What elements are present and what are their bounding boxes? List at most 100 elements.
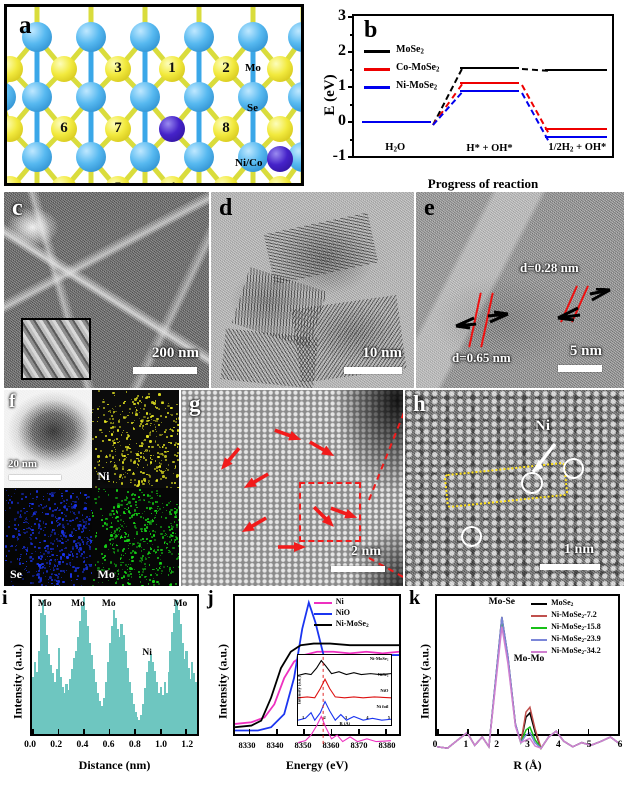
profile-bar	[39, 612, 43, 734]
panel-i-x-tick-label-0: 0.0	[24, 740, 36, 750]
lattice-atom-mo	[22, 22, 52, 52]
profile-bar	[45, 634, 49, 734]
lattice-atom-se	[105, 116, 131, 142]
panel-i-x-tick	[134, 729, 136, 734]
panel-b-level-2-0	[361, 121, 432, 124]
panel-g-arrow-3	[243, 472, 270, 488]
panel-e-scale-bar	[558, 365, 602, 372]
panel-k-x-tick-label-3: 3	[525, 740, 530, 750]
panel-c-label: c	[12, 195, 23, 221]
panel-i-plot-frame: Mo Mo Mo Ni Mo	[30, 594, 199, 736]
panel-b-y-tick	[348, 156, 354, 158]
eds-mo-dots	[91, 488, 179, 586]
panel-i-x-tick-label-1: 0.2	[50, 740, 63, 750]
profile-bar	[171, 631, 174, 734]
lattice-atom-se	[159, 56, 185, 82]
profile-bar	[88, 642, 92, 734]
panel-k-legend-label-3: Ni-MoSe2-23.9	[551, 634, 601, 645]
profile-bar	[163, 681, 166, 734]
panel-j-inset-x-title: R (Å)	[339, 720, 351, 726]
panel-b-legend-label-0: MoSe2	[396, 44, 424, 56]
lattice-atom-se	[159, 176, 185, 183]
panel-i-x-tick-label-6: 1.2	[181, 740, 194, 750]
profile-bar	[71, 669, 74, 734]
lattice-site-1: 1	[168, 60, 176, 76]
d028-arrow-pair	[557, 288, 611, 322]
panel-g-label: g	[189, 391, 201, 416]
eds-se-label: Se	[10, 567, 22, 581]
panel-k-legend-swatch-4	[531, 651, 548, 654]
panel-i-x-tick-label-3: 0.6	[102, 740, 115, 750]
panel-b-y-tick-label: 2	[338, 42, 346, 59]
profile-bar	[161, 695, 165, 734]
profile-bar	[114, 618, 117, 734]
panel-e-label: e	[424, 195, 435, 221]
panel-k-legend-swatch-1	[531, 615, 548, 618]
lattice-atom-se	[51, 56, 77, 82]
profile-bar	[149, 653, 153, 734]
profile-bar	[165, 692, 168, 734]
lattice-bond	[300, 157, 301, 183]
profile-bar	[33, 662, 37, 734]
panel-j-legend-swatch-0	[313, 602, 332, 605]
panel-g-arrow-1	[308, 440, 335, 456]
profile-bar	[81, 605, 84, 734]
panel-e-scale-text: 5 nm	[569, 343, 602, 359]
lattice-site-2: 2	[222, 60, 230, 76]
panel-b-connector-0-1	[521, 68, 548, 72]
panel-h-atomic-stem-image: Ni 1 nm h	[405, 390, 624, 586]
panel-k-annotation-1: Mo-Mo	[513, 653, 545, 664]
panel-b-legend-label-1: Co-MoSe2	[396, 62, 440, 74]
profile-bar	[65, 684, 68, 734]
panel-b-x-label-0: H2O	[385, 142, 406, 154]
panel-c-nanowire-inset	[21, 318, 91, 380]
panel-f-eds-maps: 20 nm f Ni Se Mo	[4, 390, 179, 586]
panel-b-y-axis-title: E (eV)	[322, 74, 339, 116]
eds-mo-label: Mo	[97, 567, 115, 581]
panel-b-level-2-1	[459, 89, 520, 92]
panel-h-atom-circle-1	[521, 472, 543, 494]
profile-bar	[32, 677, 35, 734]
profile-bar	[59, 677, 62, 734]
lattice-atom-se	[105, 56, 131, 82]
profile-bar	[185, 651, 188, 734]
panel-j-x-tick-label-2: 8350	[294, 740, 312, 750]
profile-bar	[124, 651, 127, 734]
panel-g-scale-bar	[331, 566, 385, 572]
profile-bar	[63, 692, 66, 734]
panel-h-atom-circle-2	[563, 458, 584, 479]
panel-k-x-tick	[527, 729, 530, 734]
panel-j-x-tick	[385, 729, 387, 734]
panel-i-line-profile-chart: i Intensity (a.u.) Mo Mo Mo Ni Mo 0.0 0.2 0.4 0…	[2, 588, 205, 785]
profile-bar	[153, 670, 157, 734]
panel-k-x-tick-label-2: 2	[494, 740, 500, 750]
profile-bar	[147, 660, 151, 734]
panel-j-y-axis-title: Intensity (a.u.)	[215, 644, 230, 720]
lattice-atom-se	[51, 176, 77, 183]
panel-b-y-minor-tick	[350, 103, 354, 106]
lattice-atom-mo	[184, 82, 214, 112]
panel-k-x-tick	[587, 729, 590, 734]
profile-bar	[86, 626, 90, 734]
panel-j-inset-x-tick-0: 1	[302, 714, 305, 720]
haadf-grain	[4, 390, 92, 488]
panel-b-y-tick	[348, 16, 354, 18]
panel-e-hrtem-lattice-image: d=0.65 nm d=0.28 nm 5 nm e	[416, 192, 624, 388]
panel-i-x-tick	[108, 729, 111, 734]
profile-bar	[140, 714, 143, 734]
stem-h-grain	[405, 390, 624, 586]
panel-j-x-axis-title: Energy (eV)	[285, 758, 349, 772]
tem-grain	[211, 192, 414, 388]
panel-k-legend-label-1: Ni-MoSe2-7.2	[551, 610, 597, 621]
panel-j-x-tick-label-5: 8380	[378, 740, 396, 750]
lattice-atom-mo	[130, 22, 160, 52]
panel-i-x-axis-title: Distance (nm)	[78, 758, 151, 772]
panel-i-peak-label-3: Ni	[142, 648, 152, 659]
lattice-atom-mo	[238, 22, 268, 52]
panel-h-atom-circle-3	[461, 526, 482, 547]
profile-bar	[57, 648, 60, 734]
lattice-atom-mo	[184, 142, 214, 172]
profile-bar	[132, 703, 135, 734]
panel-k-plot-frame: Mo-Se Mo-Mo MoSe2 Ni-MoSe2-7.2 Ni-MoSe2-15.…	[435, 594, 620, 736]
panel-f-scale-text: 20 nm	[8, 458, 38, 470]
